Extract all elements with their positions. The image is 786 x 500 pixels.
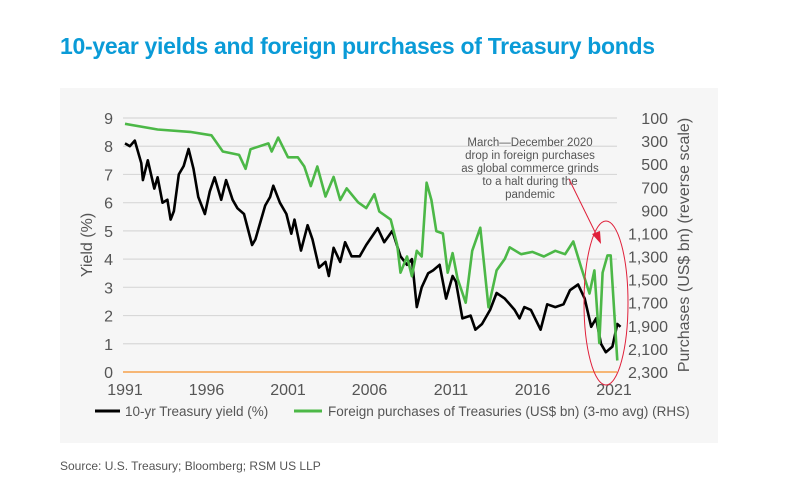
y-tick-label: 5	[104, 224, 113, 241]
legend-label-purchases: Foreign purchases of Treasuries (US$ bn)…	[328, 404, 690, 419]
y2-tick-label: 2,100	[628, 342, 668, 359]
series-line-purchases	[124, 122, 619, 361]
y-tick-label: 6	[104, 196, 113, 213]
y2-tick-label: 100	[641, 111, 668, 128]
x-tick-label: 2011	[434, 382, 469, 399]
annotation-text: drop in foreign purchases	[465, 150, 595, 162]
y-tick-label: 0	[104, 365, 113, 382]
y-axis-label: Yield (%)	[79, 213, 96, 277]
y-tick-label: 1	[104, 337, 113, 354]
y2-tick-label: 1,900	[628, 319, 668, 336]
source-note: Source: U.S. Treasury; Bloomberg; RSM US…	[60, 459, 321, 473]
x-tick-label: 2016	[515, 382, 551, 399]
y2-tick-label: 2,300	[628, 365, 668, 382]
chart-panel	[60, 88, 718, 443]
y2-tick-label: 900	[641, 203, 668, 220]
annotation-arrow	[568, 178, 598, 237]
x-tick-label: 2001	[270, 382, 306, 399]
y-tick-label: 4	[104, 252, 113, 269]
annotation-arrowhead	[592, 231, 601, 244]
y2-tick-label: 700	[641, 180, 668, 197]
series-line-yield	[124, 139, 622, 354]
x-tick-label: 1996	[189, 382, 225, 399]
y2-tick-label: 1,700	[628, 296, 668, 313]
legend-label-yield: 10-yr Treasury yield (%)	[125, 404, 268, 419]
x-tick-label: 2006	[352, 382, 388, 399]
y2-tick-label: 1,500	[628, 273, 668, 290]
annotation-text: as global commerce grinds	[461, 163, 599, 175]
annotation-text: pandemic	[505, 189, 555, 201]
annotation-ellipse	[583, 220, 629, 386]
y-tick-label: 3	[104, 280, 113, 297]
annotation-text: March—December 2020	[467, 137, 592, 149]
y2-tick-label: 300	[641, 134, 668, 151]
y-tick-label: 8	[104, 139, 113, 156]
y-tick-label: 9	[104, 111, 113, 128]
y2-axis-label: Purchases (US$ bn) (reverse scale)	[676, 118, 693, 372]
y2-tick-label: 1,300	[628, 250, 668, 267]
y2-tick-label: 500	[641, 157, 668, 174]
x-tick-label: 1991	[107, 382, 143, 399]
y-tick-label: 2	[104, 309, 113, 326]
y2-tick-label: 1,100	[628, 226, 668, 243]
x-tick-label: 2021	[596, 382, 632, 399]
annotation-text: to a halt during the	[482, 176, 577, 188]
y-tick-label: 7	[104, 167, 113, 184]
chart-title: 10-year yields and foreign purchases of …	[60, 33, 655, 59]
